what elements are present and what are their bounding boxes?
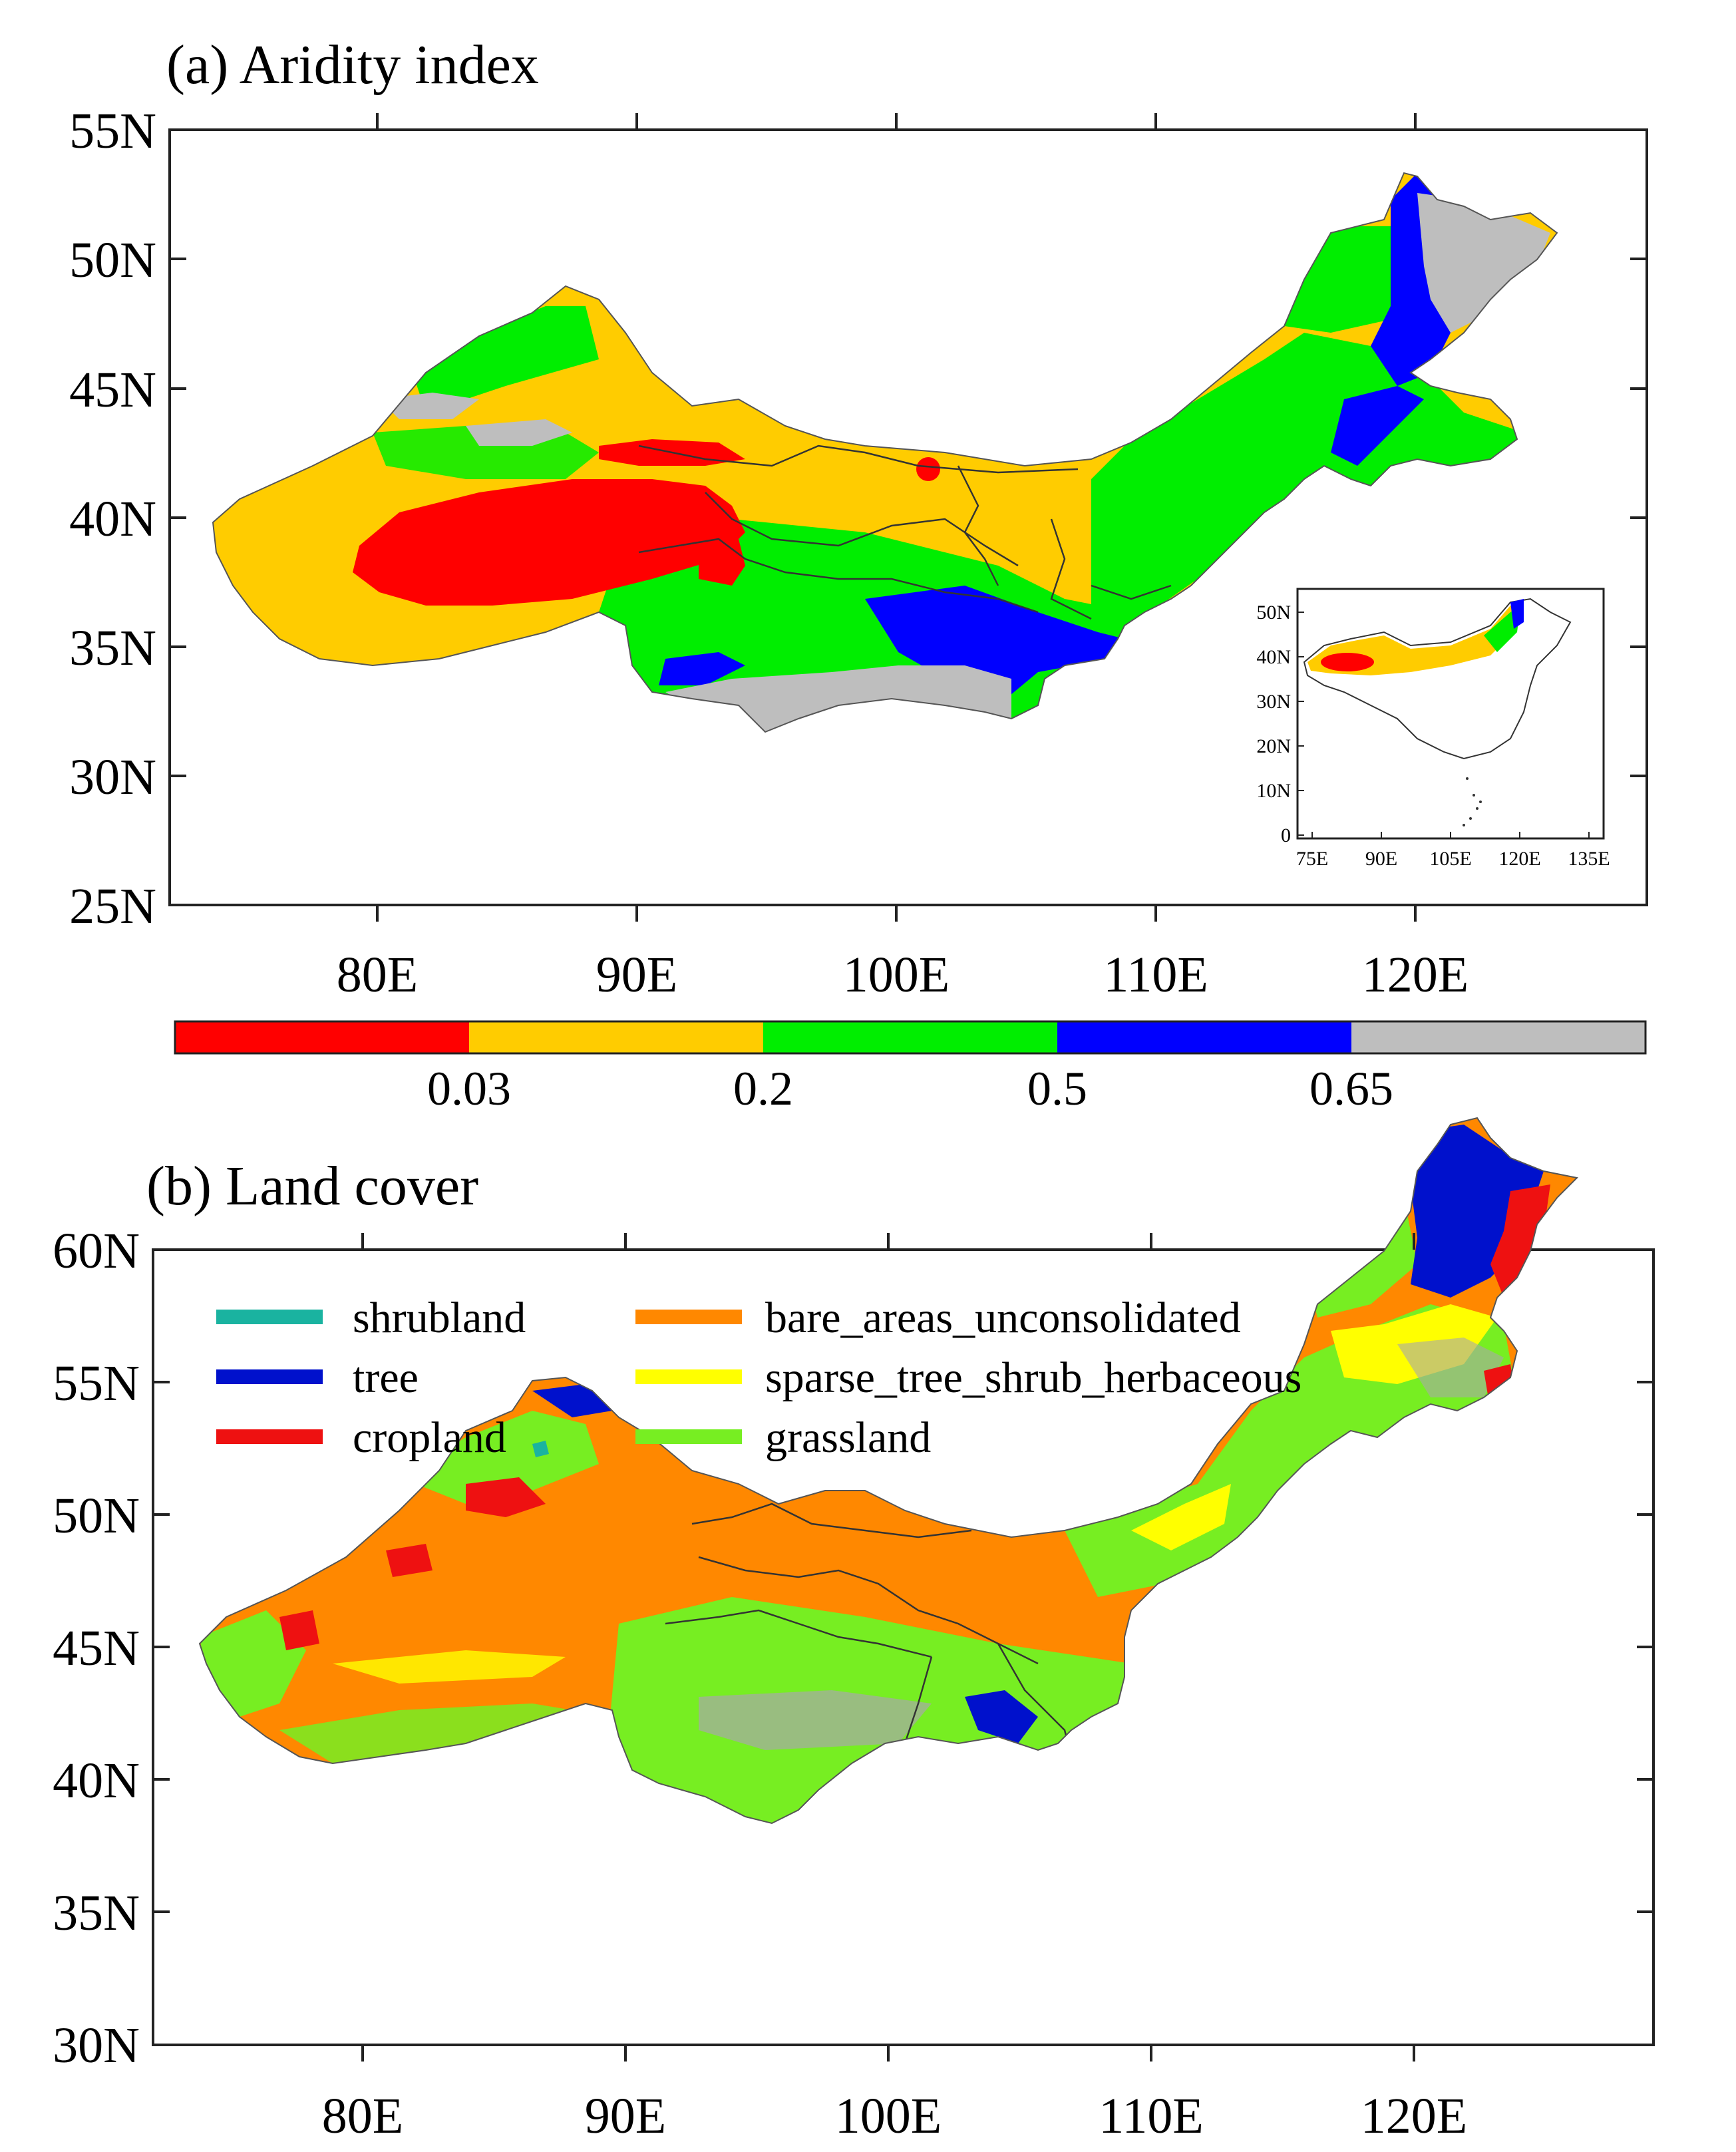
inset-lat-label: 50N [1256, 602, 1291, 624]
aridity-zone-red-badain [916, 457, 940, 481]
landcover-grassland-north [399, 1411, 599, 1504]
panel-b-title: (b) Land cover [146, 1155, 478, 1217]
landcover-legend: shrubland tree cropland bare_areas_uncon… [216, 1294, 1302, 1462]
legend-label-sparse: sparse_tree_shrub_herbaceous [765, 1353, 1302, 1402]
colorbar-swatch [763, 1021, 1057, 1053]
lat-label: 30N [53, 2018, 140, 2073]
lat-label: 55N [53, 1355, 140, 1411]
legend-label-tree: tree [353, 1353, 419, 1402]
landcover-grey-patch-east [1397, 1338, 1504, 1397]
legend-swatch-cropland [216, 1429, 323, 1444]
inset-subhumid [1510, 599, 1524, 629]
panel-a-lat-axis: 55N 50N 45N 40N 35N 30N 25N [69, 103, 1647, 934]
lon-label: 100E [843, 947, 950, 1003]
inset-semiarid [1484, 606, 1520, 652]
landcover-sparse-tarim [333, 1650, 566, 1684]
legend-label-shrubland: shrubland [353, 1294, 526, 1342]
inset-lat-label: 40N [1256, 646, 1291, 668]
legend-swatch-grassland [635, 1429, 742, 1444]
aridity-zone-blue-liaoning [1331, 386, 1424, 466]
lon-label: 120E [1362, 947, 1469, 1003]
colorbar-label: 0.5 [1027, 1062, 1087, 1115]
inset-lon-label: 105E [1429, 848, 1471, 870]
landcover-cropland-loess [985, 1790, 1105, 1823]
aridity-zone-grey-south [665, 665, 1011, 732]
landcover-cropland-aksu [386, 1544, 433, 1577]
landcover-tree-qinling [965, 1690, 1038, 1743]
lat-label: 50N [69, 232, 156, 288]
lat-label: 60N [53, 1223, 140, 1279]
legend-label-cropland: cropland [353, 1413, 506, 1462]
panel-a-lon-axis: 80E 90E 100E 110E 120E [337, 113, 1469, 1003]
colorbar-swatch [175, 1021, 469, 1053]
colorbar-frame [174, 1020, 1647, 1055]
aridity-colorbar: 0.03 0.2 0.5 0.65 [174, 1020, 1647, 1115]
landcover-tree-altai [532, 1384, 612, 1417]
lat-label: 35N [69, 620, 156, 676]
inset-lat-label: 0 [1281, 824, 1291, 846]
lon-label: 80E [322, 2088, 403, 2144]
panel-b: (b) Land cover [53, 1117, 1655, 2144]
aridity-zone-green-east [1091, 333, 1524, 626]
legend-swatch-tree [216, 1369, 323, 1384]
colorbar-label: 0.65 [1309, 1062, 1393, 1115]
inset-map: 50N 40N 30N 20N 10N 0 75E 90E 105E 120E … [1256, 588, 1610, 870]
panel-b-lat-axis: 60N 55N 50N 45N 40N 35N 30N [53, 1223, 1653, 2073]
colorbar-swatch [1057, 1021, 1351, 1053]
legend-swatch-sparse [635, 1369, 742, 1384]
landcover-sparse-central [1131, 1484, 1231, 1550]
aridity-zone-grey-tianshan [466, 419, 572, 446]
colorbar-swatch [469, 1021, 763, 1053]
inset-hyperarid [1321, 653, 1374, 671]
landcover-cropland-junggar [466, 1477, 546, 1517]
inset-lat-label: 20N [1256, 735, 1291, 757]
lat-label: 30N [69, 749, 156, 805]
lat-label: 45N [69, 362, 156, 418]
legend-label-grassland: grassland [765, 1413, 931, 1462]
legend-label-bare-areas: bare_areas_unconsolidated [765, 1294, 1241, 1342]
lat-label: 55N [69, 103, 156, 159]
lon-label: 90E [585, 2088, 666, 2144]
aridity-zone-grey-northeast [1417, 193, 1550, 333]
aridity-zone-green-northwest [413, 306, 599, 413]
landcover-shrubland-patch [532, 1441, 549, 1457]
aridity-zone-red-taklimakan [353, 479, 745, 606]
inset-lon-label: 135E [1568, 848, 1610, 870]
lon-label: 100E [835, 2088, 942, 2144]
legend-swatch-bare-areas [635, 1310, 742, 1324]
colorbar-label: 0.2 [733, 1062, 793, 1115]
lon-label: 120E [1361, 2088, 1467, 2144]
landcover-cropland-kashgar [279, 1610, 319, 1650]
panel-a: (a) Aridity index [69, 34, 1648, 1115]
lon-label: 110E [1099, 2088, 1204, 2144]
lat-label: 50N [53, 1488, 140, 1544]
colorbar-label: 0.03 [427, 1062, 511, 1115]
lon-label: 80E [337, 947, 418, 1003]
lat-label: 40N [69, 491, 156, 547]
panel-b-lon-axis: 80E 90E 100E 110E 120E [322, 1233, 1467, 2144]
lat-label: 40N [53, 1753, 140, 1809]
inset-lat-label: 30N [1256, 691, 1291, 713]
inset-lat-label: 10N [1256, 780, 1291, 802]
lat-label: 45N [53, 1620, 140, 1676]
legend-swatch-shrubland [216, 1310, 323, 1324]
lon-label: 90E [596, 947, 677, 1003]
lon-label: 110E [1103, 947, 1208, 1003]
landcover-map [199, 1117, 1578, 1824]
aridity-zone-blue-loess [865, 586, 1125, 705]
inset-lon-label: 120E [1498, 848, 1540, 870]
lat-label: 25N [69, 878, 156, 934]
landcover-grassland-west [200, 1610, 306, 1717]
aridity-zone-blue-qinghai [659, 652, 745, 685]
landcover-grey-patch [699, 1690, 932, 1750]
panel-a-title: (a) Aridity index [166, 34, 539, 96]
inset-lon-label: 90E [1365, 848, 1397, 870]
aridity-zone-green-northeast [1264, 226, 1391, 333]
lat-label: 35N [53, 1885, 140, 1941]
inset-lon-label: 75E [1296, 848, 1328, 870]
colorbar-swatch [1351, 1021, 1646, 1053]
landcover-cropland-northeast [1490, 1184, 1550, 1298]
